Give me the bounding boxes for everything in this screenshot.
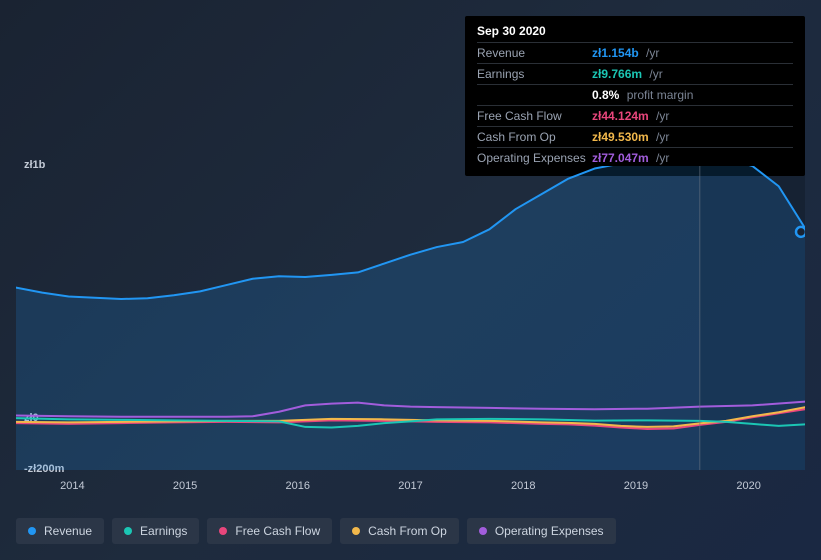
x-axis-label: 2017	[354, 480, 467, 498]
tooltip-row: Revenuezł1.154b /yr	[477, 42, 793, 63]
tooltip-row-label: Earnings	[477, 67, 592, 81]
legend-item-label: Free Cash Flow	[235, 524, 320, 538]
tooltip-row-label: Revenue	[477, 46, 592, 60]
tooltip-row: 0.8% profit margin	[477, 84, 793, 105]
tooltip-row-unit: /yr	[653, 130, 670, 144]
tooltip-row-label: Free Cash Flow	[477, 109, 592, 123]
tooltip-row-value: 0.8% profit margin	[592, 88, 693, 102]
legend-dot-icon	[124, 527, 132, 535]
x-axis-label: 2014	[16, 480, 129, 498]
legend-item-label: Operating Expenses	[495, 524, 604, 538]
legend-dot-icon	[479, 527, 487, 535]
legend-item-label: Earnings	[140, 524, 187, 538]
legend-item-revenue[interactable]: Revenue	[16, 518, 104, 544]
legend-item-free-cash-flow[interactable]: Free Cash Flow	[207, 518, 332, 544]
tooltip-row-value: zł49.530m /yr	[592, 130, 669, 144]
x-axis-label: 2018	[467, 480, 580, 498]
tooltip-row: Earningszł9.766m /yr	[477, 63, 793, 84]
x-axis-label: 2016	[241, 480, 354, 498]
plot-area[interactable]	[16, 166, 805, 470]
tooltip-row-unit: profit margin	[623, 88, 693, 102]
tooltip-row-unit: /yr	[646, 67, 663, 81]
tooltip-row: Cash From Opzł49.530m /yr	[477, 126, 793, 147]
legend-dot-icon	[28, 527, 36, 535]
x-axis-label: 2020	[692, 480, 805, 498]
tooltip-row-value: zł9.766m /yr	[592, 67, 663, 81]
x-axis: 2014201520162017201820192020	[16, 480, 805, 498]
legend-item-operating-expenses[interactable]: Operating Expenses	[467, 518, 616, 544]
tooltip-row-label: Cash From Op	[477, 130, 592, 144]
chart-tooltip: Sep 30 2020 Revenuezł1.154b /yrEarningsz…	[465, 16, 805, 176]
legend-item-cash-from-op[interactable]: Cash From Op	[340, 518, 459, 544]
tooltip-row-label	[477, 88, 592, 102]
chart-legend: Revenue Earnings Free Cash Flow Cash From O…	[16, 518, 805, 544]
financials-chart[interactable]: zł1bzł0-zł200m 2014201520162017201820192…	[16, 154, 805, 498]
tooltip-row-value: zł1.154b /yr	[592, 46, 659, 60]
tooltip-date: Sep 30 2020	[477, 24, 793, 42]
legend-item-earnings[interactable]: Earnings	[112, 518, 199, 544]
tooltip-row-value: zł44.124m /yr	[592, 109, 669, 123]
legend-item-label: Revenue	[44, 524, 92, 538]
tooltip-row-unit: /yr	[653, 109, 670, 123]
legend-dot-icon	[352, 527, 360, 535]
series-end-marker	[796, 227, 805, 237]
tooltip-row-unit: /yr	[643, 46, 660, 60]
legend-item-label: Cash From Op	[368, 524, 447, 538]
tooltip-row: Free Cash Flowzł44.124m /yr	[477, 105, 793, 126]
x-axis-label: 2019	[580, 480, 693, 498]
legend-dot-icon	[219, 527, 227, 535]
x-axis-label: 2015	[129, 480, 242, 498]
